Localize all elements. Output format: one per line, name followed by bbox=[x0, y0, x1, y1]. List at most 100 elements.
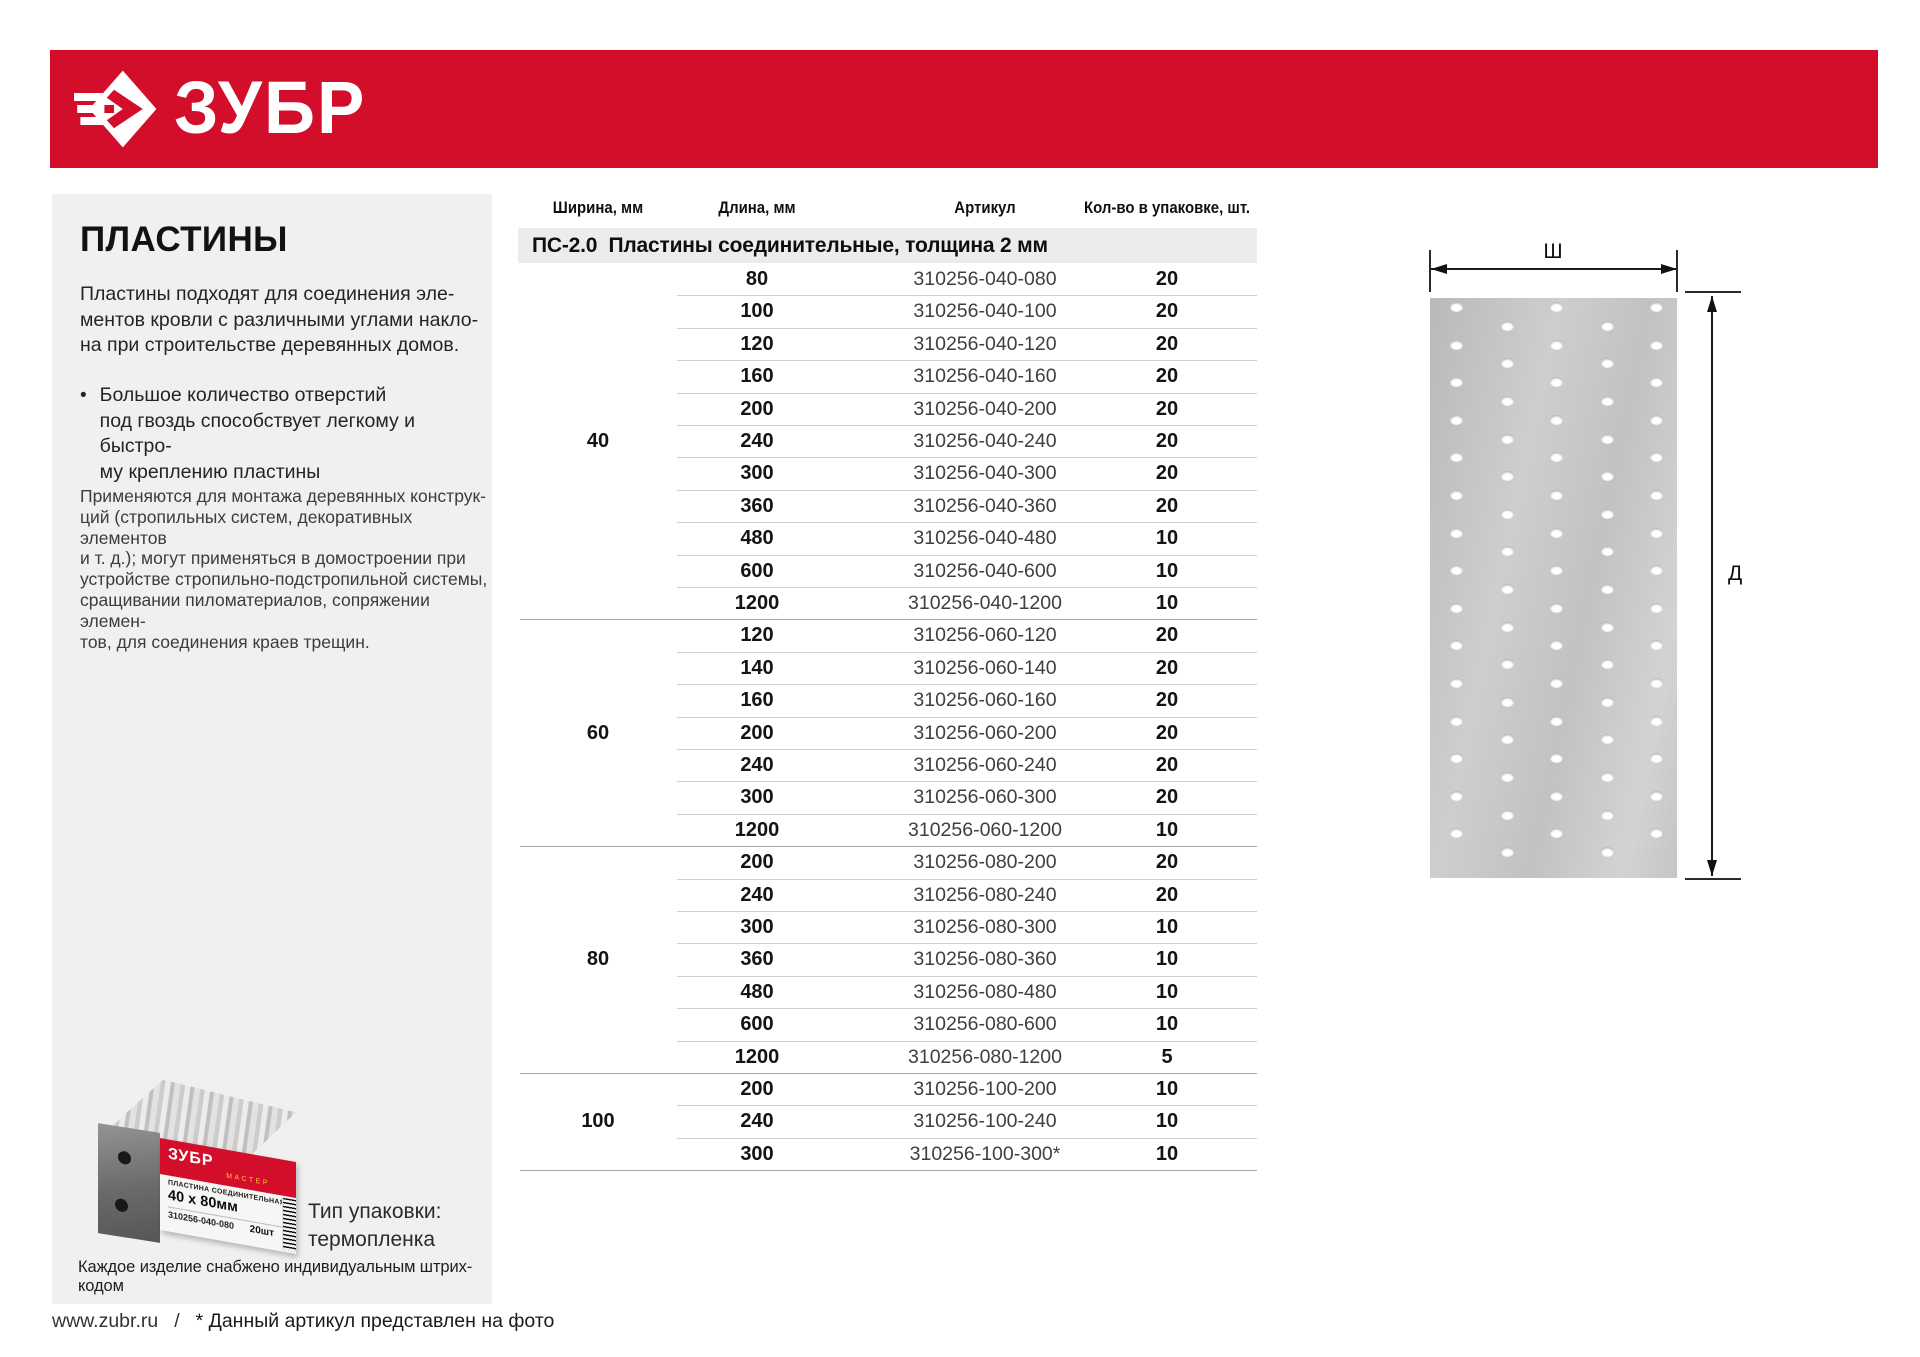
plate-hole bbox=[1450, 377, 1464, 388]
article-cell: 310256-040-1200 bbox=[908, 592, 1062, 614]
qty-cell: 10 bbox=[1155, 1110, 1179, 1133]
row-divider bbox=[677, 457, 1257, 459]
page-footer: www.zubr.ru / * Данный артикул представл… bbox=[52, 1310, 554, 1333]
row-divider bbox=[677, 684, 1257, 686]
article-cell: 310256-040-200 bbox=[913, 397, 1057, 420]
length-cell: 200 bbox=[740, 721, 774, 744]
article-cell: 310256-040-480 bbox=[913, 527, 1057, 550]
row-divider bbox=[677, 878, 1257, 880]
arrow-right-icon bbox=[1661, 264, 1677, 274]
article-cell: 310256-040-120 bbox=[913, 332, 1057, 355]
footer-separator: / bbox=[174, 1310, 180, 1332]
plate-hole bbox=[1600, 433, 1614, 444]
article-cell: 310256-080-360 bbox=[913, 948, 1057, 971]
article-cell: 310256-040-240 bbox=[913, 430, 1057, 452]
table-bottom-divider bbox=[520, 1170, 1257, 1172]
qty-cell: 20 bbox=[1155, 462, 1179, 485]
page-title: ПЛАСТИНЫ bbox=[80, 220, 288, 259]
plate-hole bbox=[1600, 847, 1614, 858]
plate-hole bbox=[1450, 678, 1464, 688]
qty-cell: 20 bbox=[1155, 397, 1179, 420]
row-divider bbox=[677, 587, 1257, 588]
group-divider bbox=[520, 1073, 1257, 1074]
row-divider bbox=[677, 749, 1257, 750]
plate-hole bbox=[1550, 565, 1564, 576]
plate-hole bbox=[1600, 772, 1614, 782]
qty-cell: 10 bbox=[1155, 818, 1179, 841]
row-divider bbox=[677, 813, 1257, 815]
plate-hole bbox=[1550, 414, 1564, 425]
qty-cell: 10 bbox=[1155, 559, 1179, 582]
plate-hole bbox=[1450, 302, 1464, 312]
plate-hole bbox=[1550, 527, 1564, 538]
article-cell: 310256-060-200 bbox=[913, 721, 1057, 744]
plate-hole bbox=[1600, 809, 1614, 820]
article-cell: 310256-100-200 bbox=[913, 1078, 1057, 1100]
article-cell: 310256-100-240 bbox=[913, 1110, 1057, 1133]
qty-cell: 20 bbox=[1155, 786, 1179, 809]
plate-hole bbox=[1500, 696, 1514, 707]
plate-hole bbox=[1550, 753, 1564, 764]
qty-cell: 5 bbox=[1161, 1045, 1173, 1068]
group-divider bbox=[520, 619, 1257, 621]
length-cell: 160 bbox=[740, 689, 774, 712]
row-divider bbox=[677, 943, 1257, 945]
diagram-width-label: Ш bbox=[1543, 240, 1563, 263]
arrow-left-icon bbox=[1431, 264, 1447, 274]
article-cell: 310256-080-600 bbox=[913, 1013, 1057, 1036]
qty-cell: 20 bbox=[1155, 689, 1179, 712]
length-cell: 300 bbox=[740, 462, 774, 485]
length-cell: 600 bbox=[740, 559, 774, 582]
plate-hole bbox=[1500, 396, 1514, 406]
row-divider bbox=[677, 327, 1257, 329]
row-divider bbox=[677, 392, 1257, 394]
row-divider bbox=[677, 716, 1257, 718]
qty-cell: 20 bbox=[1155, 494, 1179, 517]
row-divider bbox=[677, 1040, 1257, 1042]
row-divider bbox=[677, 522, 1257, 524]
plate-hole bbox=[1600, 584, 1614, 594]
zubr-logo: ЗУБР bbox=[74, 64, 366, 154]
qty-cell: 10 bbox=[1155, 592, 1179, 614]
plate-hole bbox=[1500, 659, 1514, 670]
row-divider bbox=[677, 651, 1257, 653]
package-photo: ЗУБР МАСТЕР ПЛАСТИНА СОЕДИНИТЕЛЬНАЯ 40 х… bbox=[90, 1072, 302, 1254]
row-divider bbox=[677, 489, 1257, 491]
qty-cell: 20 bbox=[1155, 365, 1179, 388]
article-cell: 310256-040-360 bbox=[913, 494, 1057, 517]
article-cell: 310256-060-120 bbox=[913, 624, 1057, 647]
plate-hole bbox=[1450, 790, 1464, 801]
plate-hole bbox=[1450, 490, 1464, 500]
plate-hole bbox=[1500, 772, 1514, 782]
qty-cell: 20 bbox=[1155, 754, 1179, 776]
plate-hole bbox=[1650, 302, 1664, 312]
column-header-length: Длина, мм bbox=[718, 198, 796, 217]
length-cell: 1200 bbox=[734, 818, 780, 841]
plate-hole bbox=[1650, 828, 1664, 839]
plate-hole bbox=[1600, 471, 1614, 482]
article-cell: 310256-040-100 bbox=[913, 300, 1057, 323]
qty-cell: 10 bbox=[1155, 1142, 1179, 1165]
site-link[interactable]: www.zubr.ru bbox=[52, 1310, 159, 1332]
qty-cell: 10 bbox=[1155, 1013, 1179, 1036]
article-cell: 310256-060-160 bbox=[913, 689, 1057, 712]
plate-hole bbox=[1650, 602, 1664, 613]
package-type-caption: Тип упаковки: термопленка bbox=[308, 1200, 442, 1251]
article-cell: 310256-080-240 bbox=[913, 883, 1057, 906]
length-cell: 140 bbox=[740, 656, 774, 679]
qty-cell: 10 bbox=[1155, 916, 1179, 938]
article-cell: 310256-080-1200 bbox=[908, 1045, 1062, 1068]
plate-hole bbox=[1550, 490, 1564, 500]
column-header-width: Ширина, мм bbox=[552, 198, 644, 217]
qty-cell: 20 bbox=[1155, 851, 1179, 874]
diagram-width-tick-left bbox=[1429, 250, 1431, 292]
length-cell: 240 bbox=[740, 754, 774, 776]
plate-hole bbox=[1550, 602, 1564, 613]
plate-hole bbox=[1600, 320, 1614, 331]
table-section-title: ПС-2.0 Пластины соединительные, толщина … bbox=[532, 234, 1048, 257]
plate-hole bbox=[1650, 678, 1664, 688]
qty-cell: 10 bbox=[1155, 948, 1179, 971]
bullet-marker: • bbox=[80, 385, 87, 406]
length-cell: 360 bbox=[740, 948, 774, 971]
